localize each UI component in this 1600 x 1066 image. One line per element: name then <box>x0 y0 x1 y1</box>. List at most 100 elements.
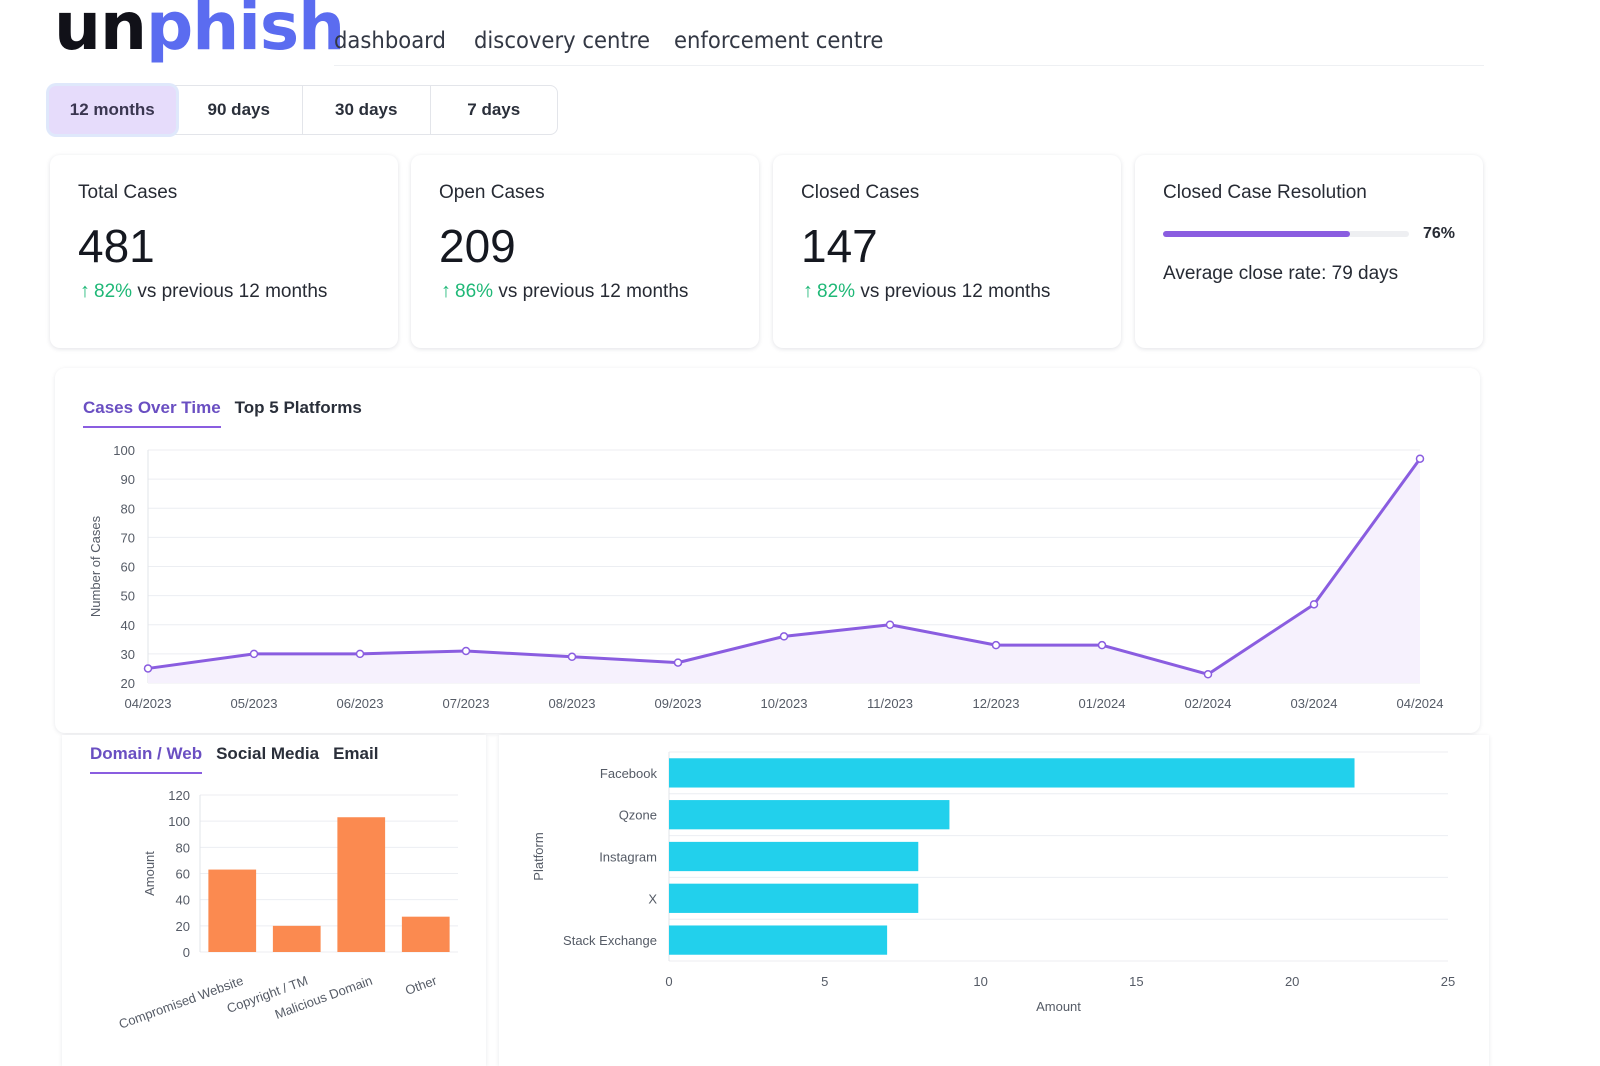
y-tick-label: 0 <box>183 945 190 960</box>
change-percent: 82% <box>817 281 856 302</box>
x-tick-label: 11/2023 <box>867 696 913 711</box>
y-tick-label: Qzone <box>619 808 657 823</box>
bar <box>401 916 450 952</box>
data-point <box>143 664 153 673</box>
y-tick-label: 30 <box>121 647 135 662</box>
y-tick-label: 60 <box>176 867 190 882</box>
change-suffix: vs previous 12 months <box>498 281 689 302</box>
card-title: Closed Cases <box>801 182 920 203</box>
period-12-months[interactable]: 12 months <box>49 86 176 134</box>
nav-discovery-centre[interactable]: discovery centre <box>474 28 651 54</box>
bar <box>208 869 257 952</box>
data-point <box>249 649 259 659</box>
y-tick-label: 40 <box>121 618 135 633</box>
x-tick-label: 07/2023 <box>443 696 490 711</box>
data-point <box>1203 670 1213 679</box>
y-tick-label: 20 <box>176 919 190 934</box>
change-suffix: vs previous 12 months <box>860 281 1051 302</box>
period-selector: 12 months 90 days 30 days 7 days <box>48 85 558 135</box>
x-tick-label: 0 <box>665 974 672 989</box>
data-point <box>461 646 471 656</box>
y-tick-label: 80 <box>121 501 135 516</box>
x-tick-label: 20 <box>1285 974 1299 989</box>
x-tick-label: 03/2024 <box>1291 696 1338 711</box>
cases-over-time-panel: Cases Over Time Top 5 Platforms 100 90 80 7… <box>55 368 1480 733</box>
bar <box>669 925 888 955</box>
x-tick-label: Other <box>403 972 439 997</box>
arrow-up-icon: ↑ <box>80 280 90 302</box>
bar <box>337 817 386 952</box>
card-value: 147 <box>801 220 878 272</box>
data-point <box>567 652 577 662</box>
tab-social-media[interactable]: Social Media <box>216 744 320 763</box>
data-point <box>1309 600 1319 609</box>
x-tick-label: 06/2023 <box>337 696 384 711</box>
data-point <box>1415 454 1425 463</box>
y-tick-label: Facebook <box>600 766 658 781</box>
x-tick-label: 10/2023 <box>761 696 808 711</box>
x-tick-label: 02/2024 <box>1185 696 1232 711</box>
bar <box>669 758 1355 788</box>
y-tick-label: 120 <box>168 788 190 803</box>
x-tick-label: 05/2023 <box>231 696 278 711</box>
y-axis-label: Number of Cases <box>88 515 103 617</box>
average-close-rate: Average close rate: 79 days <box>1163 263 1399 284</box>
resolution-percent: 76% <box>1423 225 1456 242</box>
tab-email[interactable]: Email <box>333 744 379 763</box>
y-tick-label: Instagram <box>599 850 657 865</box>
data-point <box>673 658 683 667</box>
period-90-days[interactable]: 90 days <box>176 86 303 134</box>
y-tick-label: 70 <box>121 530 135 545</box>
bar <box>669 883 919 913</box>
card-value: 209 <box>439 220 516 272</box>
resolution-progress-fill <box>1163 231 1350 237</box>
tab-top-5-platforms[interactable]: Top 5 Platforms <box>234 398 362 417</box>
bar <box>669 841 919 872</box>
y-tick-label: 40 <box>176 893 190 908</box>
closed-case-resolution-card: Closed Case Resolution 76% Average close… <box>1135 155 1483 348</box>
resolution-progress-bar <box>1163 231 1409 237</box>
y-axis-label: Amount <box>142 851 157 896</box>
x-tick-label: 09/2023 <box>655 696 702 711</box>
area-fill <box>148 458 1420 683</box>
data-point <box>1097 640 1107 650</box>
x-tick-label: 5 <box>821 974 828 989</box>
card-title: Open Cases <box>439 182 545 203</box>
change-percent: 82% <box>94 281 133 302</box>
card-change: ↑ 86% vs previous 12 months <box>441 280 688 303</box>
cases-over-time-chart: 100 90 80 70 60 50 40 30 20 Number of Cases 04/202… <box>88 443 1444 711</box>
y-tick-label: 60 <box>121 560 135 575</box>
x-tick-label: 08/2023 <box>549 696 596 711</box>
data-point <box>355 649 365 659</box>
card-change: ↑ 82% vs previous 12 months <box>80 280 327 303</box>
period-7-days[interactable]: 7 days <box>467 100 521 119</box>
data-point <box>779 632 789 641</box>
total-cases-card: Total Cases 481 ↑ 82% vs previous 12 mont… <box>50 155 398 348</box>
tab-domain-web[interactable]: Domain / Web <box>90 744 203 774</box>
case-type-tabs: Domain / Web Social Media Email <box>90 744 378 774</box>
logo-part-phish: phish <box>145 0 345 65</box>
y-tick-label: 20 <box>121 676 135 691</box>
x-tick-label: 10 <box>973 974 987 989</box>
card-value: 481 <box>78 220 155 272</box>
x-tick-label: 15 <box>1129 974 1143 989</box>
y-tick-label: Stack Exchange <box>563 933 657 948</box>
closed-cases-card: Closed Cases 147 ↑ 82% vs previous 12 mon… <box>773 155 1121 348</box>
period-30-days[interactable]: 30 days <box>303 86 431 134</box>
nav-enforcement-centre[interactable]: enforcement centre <box>674 28 884 54</box>
card-change: ↑ 82% vs previous 12 months <box>803 280 1050 303</box>
x-axis-label: Amount <box>1036 999 1081 1014</box>
logo-part-un: un <box>54 0 147 65</box>
arrow-up-icon: ↑ <box>441 280 451 302</box>
change-percent: 86% <box>455 281 494 302</box>
x-tick-label: 04/2023 <box>125 696 172 711</box>
arrow-up-icon: ↑ <box>803 280 813 302</box>
tab-cases-over-time[interactable]: Cases Over Time <box>83 398 221 428</box>
unphish-logo[interactable]: unphish <box>54 0 345 60</box>
top-platforms-panel: 0 5 10 15 20 25 Amount Platform Facebook Qzone Ins… <box>499 735 1489 1066</box>
y-tick-label: 50 <box>121 589 135 604</box>
nav-dashboard[interactable]: dashboard <box>334 28 446 54</box>
data-point <box>885 620 895 629</box>
top-platforms-bar-chart: 0 5 10 15 20 25 Amount Platform Facebook Qzone Ins… <box>531 751 1455 1014</box>
